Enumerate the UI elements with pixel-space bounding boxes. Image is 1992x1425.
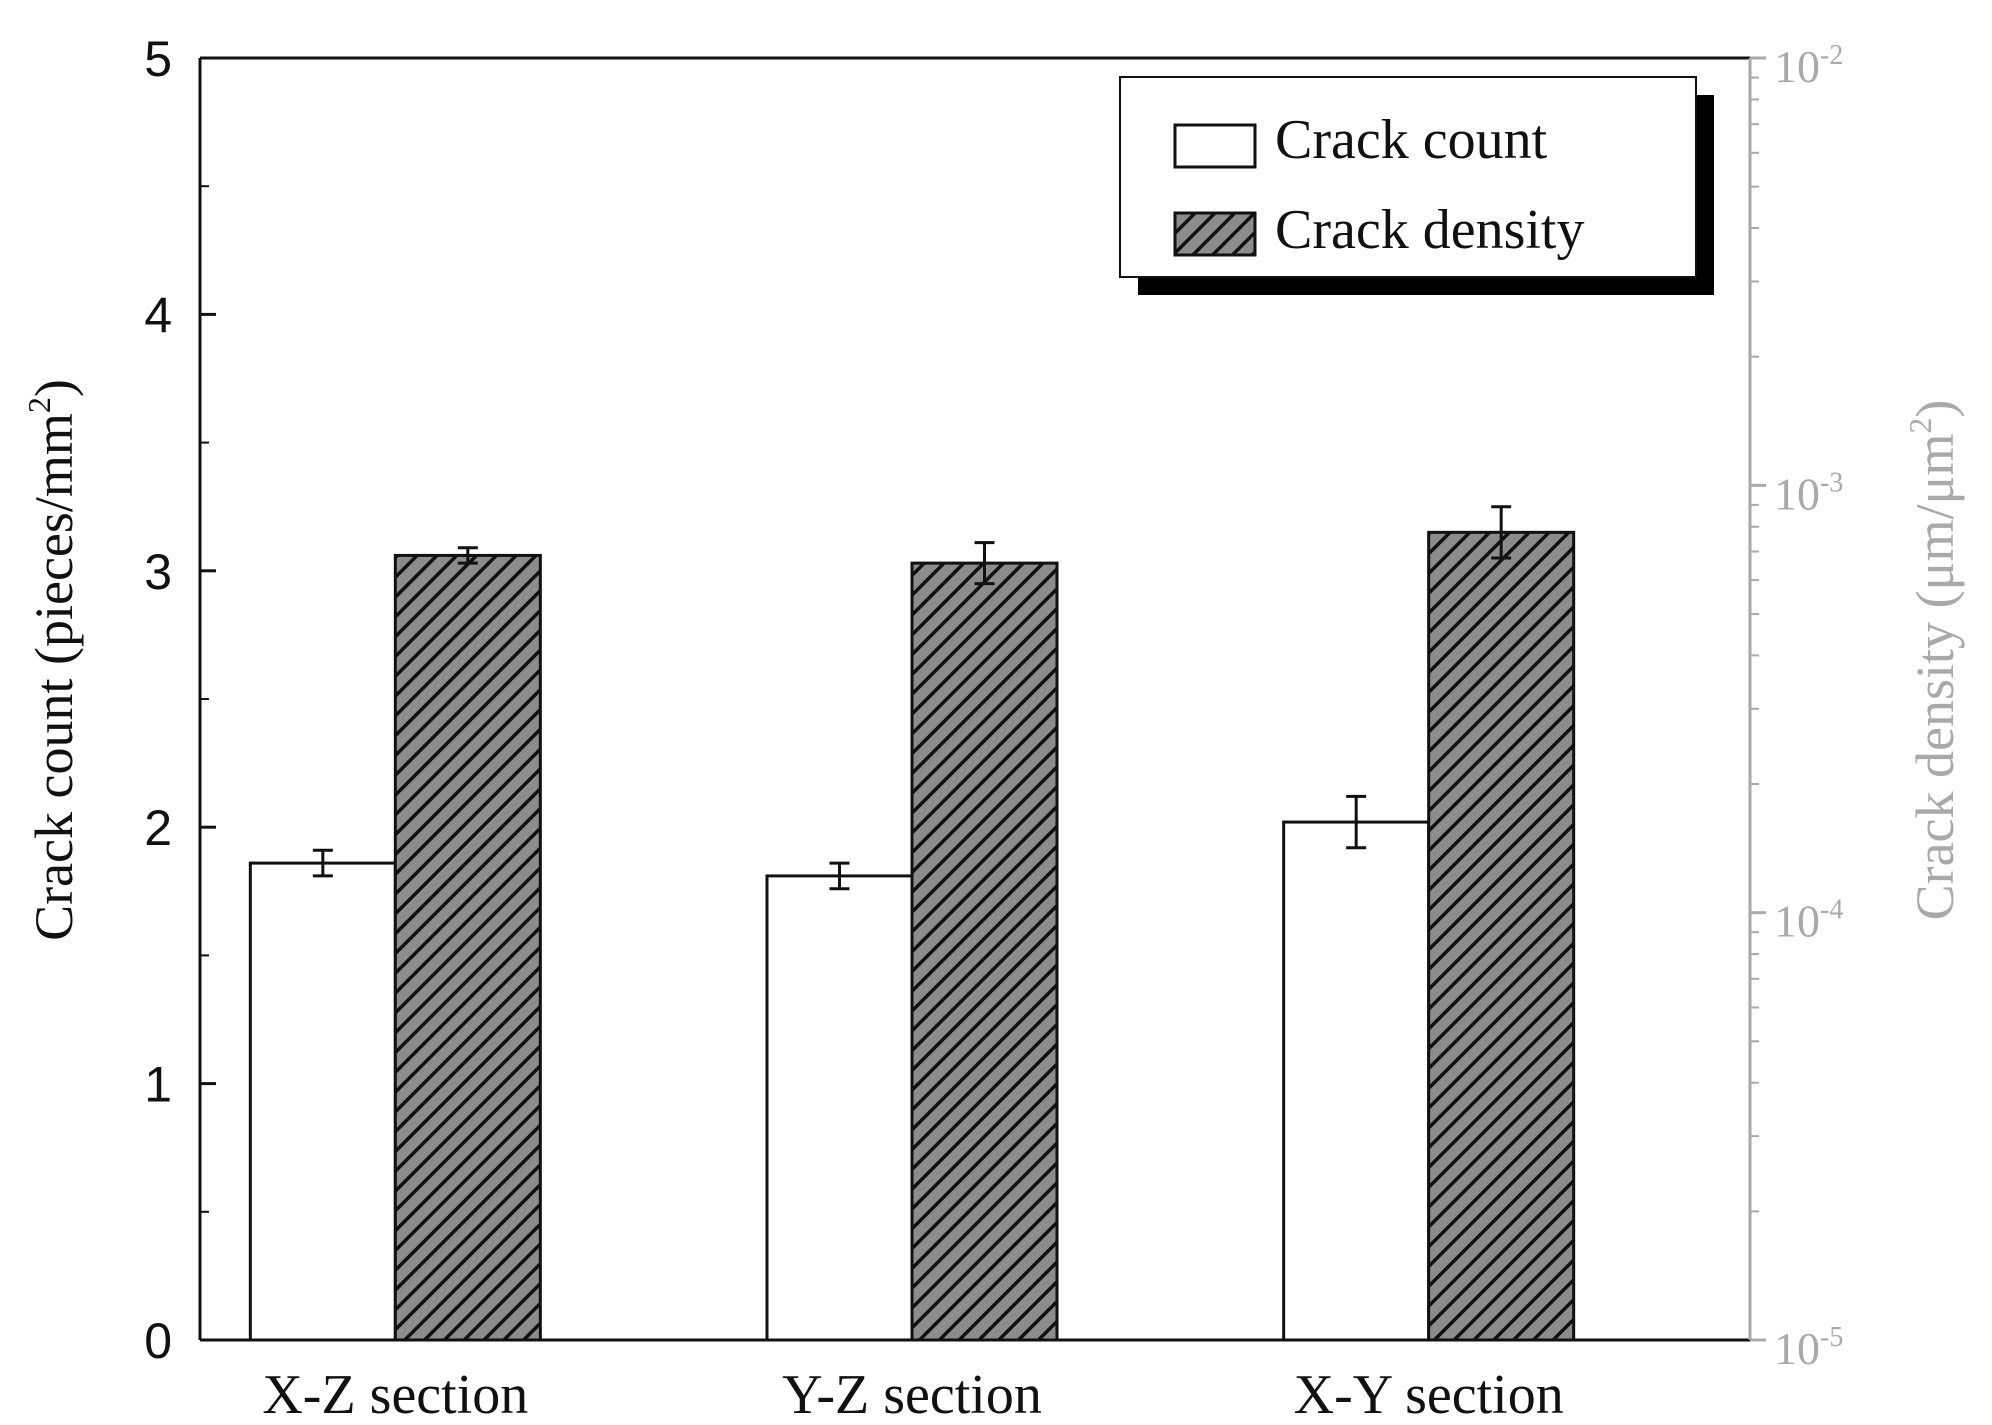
category-labels: X-Z section Y-Z section X-Y section xyxy=(262,1364,1563,1425)
bar-crack-density xyxy=(910,561,1059,1342)
right-tick-exponent: -5 xyxy=(1820,1322,1843,1353)
right-tick-exponent: -3 xyxy=(1820,467,1843,498)
left-tick-label: 1 xyxy=(144,1057,172,1113)
legend-swatch-crack-density xyxy=(1173,211,1257,257)
error-bar xyxy=(974,541,995,586)
right-tick-label: 10-5 xyxy=(1774,1322,1843,1374)
left-axis-title-sup: 2 xyxy=(21,397,57,413)
bar-crack-density xyxy=(1427,530,1576,1342)
right-tick-base: 10 xyxy=(1774,468,1820,519)
left-axis-title-main: Crack count (pieces/mm xyxy=(24,413,84,941)
right-tick-label: 10-4 xyxy=(1774,895,1843,947)
category-label: X-Y section xyxy=(1294,1364,1564,1425)
right-axis-title-tail: ) xyxy=(1905,400,1965,418)
left-axis-title-tail: ) xyxy=(24,379,84,397)
right-axis-title-sup: 2 xyxy=(1902,418,1938,434)
error-bar xyxy=(1491,505,1512,560)
left-tick-label: 2 xyxy=(144,800,172,856)
left-axis-title: Crack count (pieces/mm2) xyxy=(21,379,84,941)
legend-swatch-crack-count xyxy=(1173,123,1257,169)
left-axis: 0 1 2 3 4 5 xyxy=(144,31,216,1369)
right-tick-exponent: -2 xyxy=(1820,40,1843,71)
right-tick-base: 10 xyxy=(1774,896,1820,947)
left-tick-label: 5 xyxy=(144,31,172,87)
error-bar xyxy=(457,546,478,565)
right-axis: 10-510-410-310-2 xyxy=(1750,40,1843,1374)
error-bar xyxy=(312,848,333,878)
left-tick-label: 3 xyxy=(144,544,172,600)
bar-crack-count xyxy=(248,861,397,1342)
legend-label-crack-density: Crack density xyxy=(1275,199,1584,261)
right-tick-base: 10 xyxy=(1774,41,1820,92)
right-axis-title: Crack density (μm/μm2) xyxy=(1902,400,1965,921)
category-label: Y-Z section xyxy=(782,1364,1042,1425)
bars xyxy=(248,505,1576,1342)
right-axis-title-main: Crack density (μm/μm xyxy=(1905,434,1965,921)
bar-crack-count xyxy=(765,874,914,1342)
bar-crack-density xyxy=(393,553,542,1342)
left-tick-label: 0 xyxy=(144,1313,172,1369)
legend: Crack count Crack density xyxy=(1119,76,1714,295)
right-tick-exponent: -4 xyxy=(1820,895,1843,926)
bar-crack-count xyxy=(1282,820,1431,1342)
legend-label-crack-count: Crack count xyxy=(1275,109,1548,171)
error-bar xyxy=(1346,794,1367,850)
left-tick-label: 4 xyxy=(144,287,172,343)
right-tick-base: 10 xyxy=(1774,1323,1820,1374)
error-bar xyxy=(829,861,850,891)
category-label: X-Z section xyxy=(262,1364,528,1425)
right-tick-label: 10-3 xyxy=(1774,467,1843,519)
right-tick-label: 10-2 xyxy=(1774,40,1843,92)
